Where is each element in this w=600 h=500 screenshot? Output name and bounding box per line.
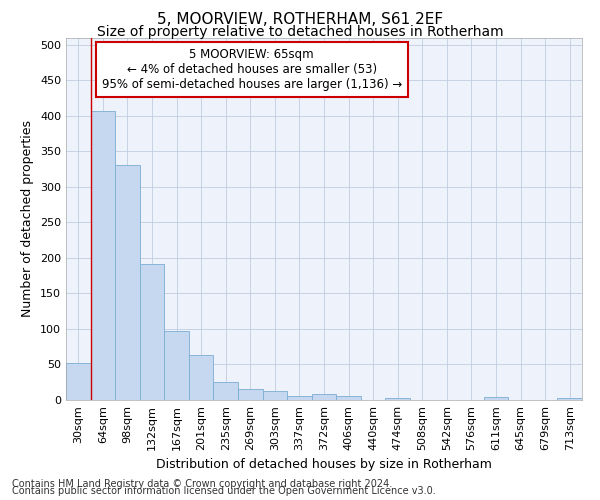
X-axis label: Distribution of detached houses by size in Rotherham: Distribution of detached houses by size … [156,458,492,471]
Text: 5 MOORVIEW: 65sqm
← 4% of detached houses are smaller (53)
95% of semi-detached : 5 MOORVIEW: 65sqm ← 4% of detached house… [101,48,402,92]
Bar [66,363,91,400]
Bar [312,394,336,400]
Bar [91,110,115,400]
Text: Contains public sector information licensed under the Open Government Licence v3: Contains public sector information licen… [12,486,436,496]
Bar [238,390,263,400]
Bar [287,396,312,400]
Text: Contains HM Land Registry data © Crown copyright and database right 2024.: Contains HM Land Registry data © Crown c… [12,479,392,489]
Bar [140,264,164,400]
Text: Size of property relative to detached houses in Rotherham: Size of property relative to detached ho… [97,25,503,39]
Bar [336,396,361,400]
Bar [484,397,508,400]
Bar [385,398,410,400]
Bar [214,382,238,400]
Bar [557,398,582,400]
Bar [164,331,189,400]
Y-axis label: Number of detached properties: Number of detached properties [22,120,34,318]
Bar [263,392,287,400]
Text: 5, MOORVIEW, ROTHERHAM, S61 2EF: 5, MOORVIEW, ROTHERHAM, S61 2EF [157,12,443,28]
Bar [115,164,140,400]
Bar [189,355,214,400]
